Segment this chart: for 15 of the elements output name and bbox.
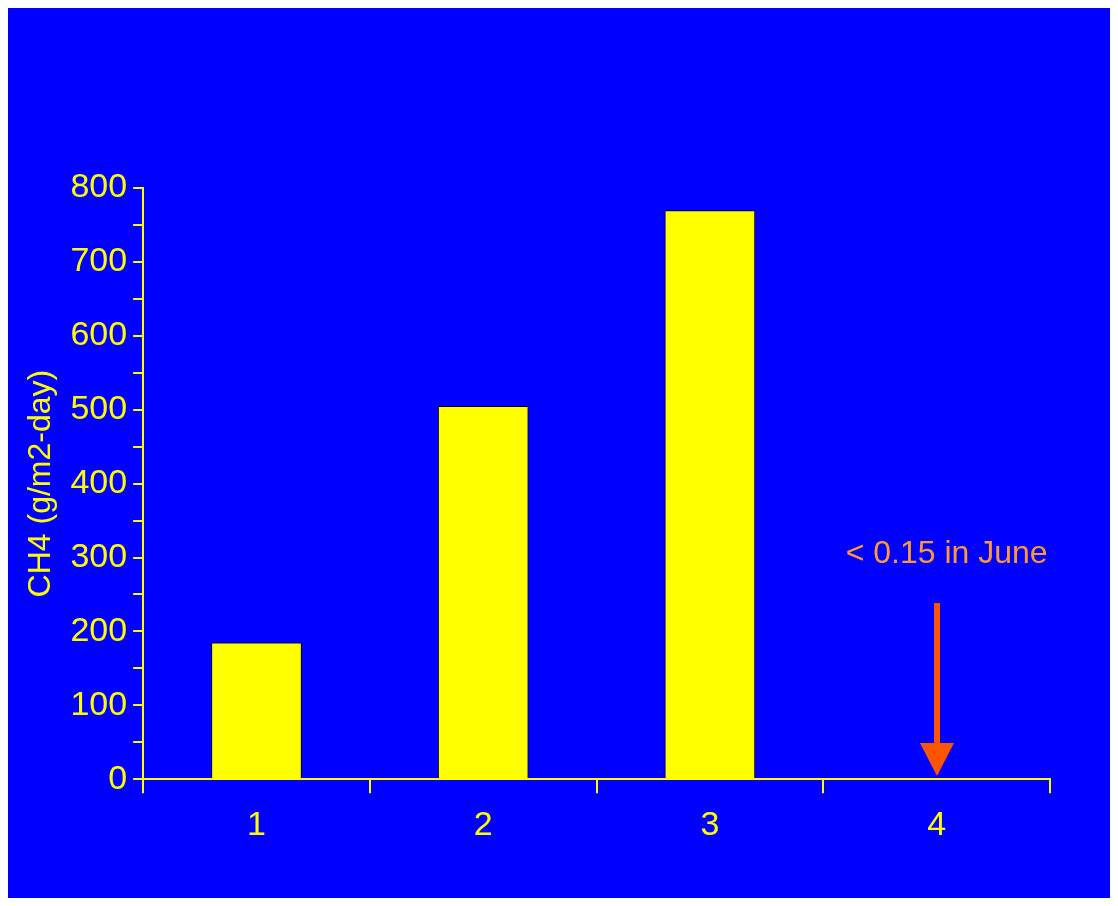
x-tick-label: 1 xyxy=(247,803,266,842)
x-tick-label: 2 xyxy=(473,803,493,842)
y-tick-label: 500 xyxy=(70,388,128,427)
y-tick-label: 300 xyxy=(70,535,128,574)
y-tick-label: 100 xyxy=(70,683,128,722)
annotation: < 0.15 in June xyxy=(845,534,1048,571)
y-tick-label: 600 xyxy=(70,314,128,353)
y-tick-label: 400 xyxy=(70,461,128,500)
y-tick-label: 800 xyxy=(70,166,128,205)
y-tick-label: 200 xyxy=(70,609,128,648)
x-tick-label: 4 xyxy=(927,803,947,842)
y-tick-label: 700 xyxy=(70,240,128,279)
y-axis-title: CH4 (g/m2-day) xyxy=(21,369,58,598)
y-tick-label: 0 xyxy=(108,757,128,796)
x-tick-label: 3 xyxy=(700,803,720,842)
